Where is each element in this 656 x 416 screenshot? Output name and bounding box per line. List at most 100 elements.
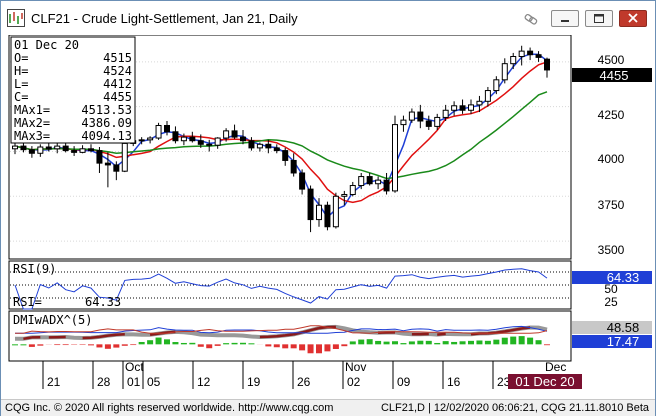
candle-body	[214, 137, 221, 146]
window-title: CLF21 - Crude Light-Settlement, Jan 21, …	[31, 11, 298, 26]
candle-body	[189, 136, 196, 142]
candle-body	[417, 111, 424, 122]
candle-body	[79, 148, 86, 153]
dmi-histogram-bar	[375, 340, 382, 345]
candlestick-series	[12, 45, 550, 233]
candle-body	[442, 109, 449, 118]
day-label: 16	[447, 375, 461, 389]
time-cursor-marker	[508, 374, 582, 389]
candle-body	[366, 176, 373, 185]
dmi-histogram-bar	[223, 343, 230, 345]
info-value: 4386.09	[81, 116, 132, 130]
dmi-histogram-bar	[468, 340, 474, 345]
dmi-histogram-bar	[62, 344, 69, 346]
candle-body	[535, 54, 542, 58]
dmi-histogram-bar	[535, 340, 542, 345]
candle-body	[408, 111, 415, 121]
dmi-histogram-bar	[121, 344, 128, 346]
last-price-label: 4455	[600, 68, 629, 83]
dmi-histogram-bar	[408, 341, 415, 345]
candle-body	[484, 90, 491, 102]
info-value: 4094.13	[81, 129, 132, 143]
candle-body	[544, 58, 550, 71]
dmi-histogram-bar	[493, 339, 500, 345]
price-axis: 4500 4250 4000 3750 3500 4455	[572, 53, 652, 257]
price-tick: 4000	[598, 152, 625, 166]
status-bar: CQG Inc. © 2020 All rights reserved worl…	[1, 399, 655, 416]
dmi-histogram-bar	[96, 344, 103, 348]
candle-body	[459, 105, 466, 111]
info-date: 01 Dec 20	[14, 38, 79, 52]
dmi-histogram-bar	[138, 341, 145, 345]
candle-body	[88, 148, 94, 152]
dmi-histogram-bar	[332, 344, 339, 349]
dmi-histogram-bar	[476, 340, 483, 345]
ohlc-info-box: 01 Dec 20 O= 4515 H= 4524 L= 4412 C= 4455 MAx1= 4…	[10, 36, 136, 144]
dmi-histogram-bar	[189, 342, 196, 345]
info-value: 4515	[103, 51, 132, 65]
candle-body	[37, 146, 44, 154]
candle-body	[501, 63, 508, 81]
rsi-tick: 25	[604, 295, 618, 309]
cqg-chart-app-icon	[7, 9, 25, 27]
dmi-histogram-bar	[316, 344, 322, 354]
dmi-histogram	[12, 336, 550, 354]
dmi-histogram-bar	[425, 340, 432, 345]
maximize-button[interactable]	[585, 10, 613, 27]
dmi-title: DMIwADX^(5)	[13, 313, 92, 327]
day-label: 12	[197, 375, 211, 389]
candle-body	[104, 162, 111, 166]
info-value: 4455	[103, 90, 132, 104]
candle-body	[392, 124, 398, 192]
dmi-histogram-bar	[155, 337, 162, 345]
dmi-histogram-bar	[366, 339, 373, 345]
dmi-histogram-bar	[164, 339, 170, 345]
candle-body	[113, 164, 120, 172]
dmi-histogram-bar	[104, 344, 111, 349]
candle-body	[96, 150, 103, 164]
maximize-icon	[594, 14, 604, 23]
dmi-histogram-bar	[88, 344, 94, 346]
candle-body	[240, 136, 246, 142]
candle-body	[62, 145, 69, 152]
candle-body	[299, 172, 306, 190]
candle-body	[425, 120, 432, 127]
candle-body	[400, 119, 407, 126]
price-tick: 3500	[598, 243, 625, 257]
candle-body	[54, 145, 61, 150]
candle-body	[358, 176, 365, 187]
candle-body	[451, 105, 458, 111]
minimize-button[interactable]	[551, 10, 579, 27]
candle-body	[45, 146, 52, 150]
candle-body	[265, 143, 272, 149]
close-button[interactable]	[619, 10, 647, 27]
rsi-line	[14, 268, 548, 310]
dmi-histogram-bar	[206, 344, 213, 349]
chart-area[interactable]: 4500 4250 4000 3750 3500 4455 01 Dec 20 …	[1, 35, 655, 399]
candle-body	[121, 142, 128, 172]
title-bar[interactable]: CLF21 - Crude Light-Settlement, Jan 21, …	[1, 1, 655, 35]
candle-body	[341, 193, 348, 197]
info-label: H=	[14, 64, 28, 78]
info-value: 4412	[103, 77, 132, 91]
link-button[interactable]	[517, 10, 545, 27]
dmi-histogram-bar	[12, 344, 18, 346]
price-tick: 4250	[598, 108, 625, 122]
candle-body	[12, 145, 18, 150]
candle-body	[375, 179, 382, 185]
candle-body	[290, 159, 297, 174]
day-label: 28	[97, 375, 111, 389]
candle-body	[197, 140, 204, 145]
moving-average-lines	[14, 53, 548, 219]
dmi-histogram-bar	[349, 341, 356, 345]
ma2-line	[14, 61, 548, 204]
dmi-histogram-bar	[290, 344, 297, 349]
dmi-histogram-bar	[358, 339, 365, 345]
dmi-value-2-marker	[572, 335, 652, 348]
dmi-value-1: 48.58	[607, 320, 640, 335]
info-label: L=	[14, 77, 28, 91]
dmi-value-2: 17.47	[607, 334, 640, 349]
candle-body	[324, 204, 331, 228]
candle-body	[273, 147, 280, 152]
candle-body	[164, 124, 170, 133]
